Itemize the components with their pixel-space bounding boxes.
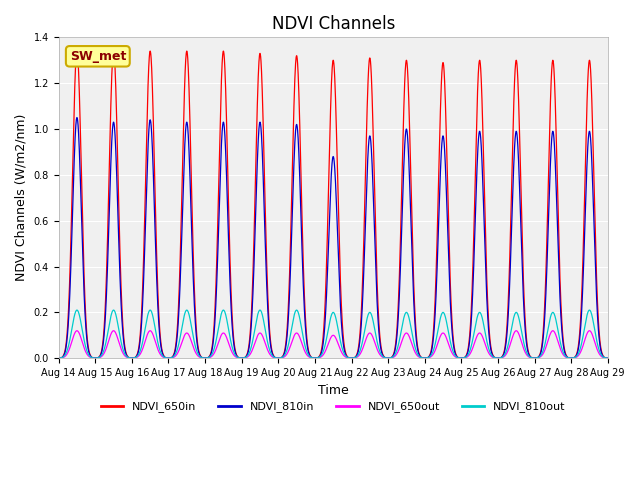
NDVI_650in — [55, 355, 63, 361]
NDVI_810out — [266, 347, 273, 352]
NDVI_650out — [534, 355, 542, 360]
NDVI_650out — [55, 355, 63, 361]
NDVI_650in — [150, 147, 158, 153]
Line: NDVI_650in: NDVI_650in — [59, 51, 608, 358]
NDVI_810out — [150, 319, 158, 325]
Text: SW_met: SW_met — [70, 50, 126, 63]
Line: NDVI_810in: NDVI_810in — [59, 118, 608, 358]
Title: NDVI Channels: NDVI Channels — [271, 15, 395, 33]
NDVI_810in — [604, 355, 612, 361]
NDVI_810in — [118, 308, 125, 314]
NDVI_650in — [593, 291, 601, 297]
NDVI_810out — [289, 317, 297, 323]
NDVI_650out — [266, 351, 273, 357]
NDVI_810out — [593, 340, 601, 346]
Y-axis label: NDVI Channels (W/m2/nm): NDVI Channels (W/m2/nm) — [15, 114, 28, 281]
Line: NDVI_650out: NDVI_650out — [59, 331, 608, 358]
NDVI_810in — [266, 332, 273, 337]
NDVI_650in — [289, 131, 297, 137]
NDVI_650out — [73, 328, 81, 334]
NDVI_810out — [604, 355, 612, 361]
NDVI_650out — [593, 347, 601, 352]
NDVI_810out — [55, 355, 63, 361]
X-axis label: Time: Time — [318, 384, 349, 396]
NDVI_650out — [289, 335, 297, 341]
NDVI_650out — [118, 347, 125, 353]
NDVI_650in — [266, 324, 273, 330]
Legend: NDVI_650in, NDVI_810in, NDVI_650out, NDVI_810out: NDVI_650in, NDVI_810in, NDVI_650out, NDV… — [97, 397, 570, 417]
NDVI_810in — [150, 194, 158, 200]
NDVI_810out — [118, 341, 125, 347]
NDVI_650in — [604, 355, 612, 361]
NDVI_650in — [73, 48, 81, 54]
NDVI_810in — [289, 182, 297, 188]
NDVI_810in — [534, 355, 542, 360]
NDVI_810out — [73, 307, 81, 313]
NDVI_650in — [118, 294, 125, 300]
Line: NDVI_810out: NDVI_810out — [59, 310, 608, 358]
NDVI_810out — [534, 355, 542, 360]
NDVI_810in — [55, 355, 63, 361]
NDVI_650in — [534, 354, 542, 360]
NDVI_650out — [604, 355, 612, 361]
NDVI_810in — [593, 306, 601, 312]
NDVI_810in — [73, 115, 81, 120]
NDVI_650out — [150, 335, 158, 340]
